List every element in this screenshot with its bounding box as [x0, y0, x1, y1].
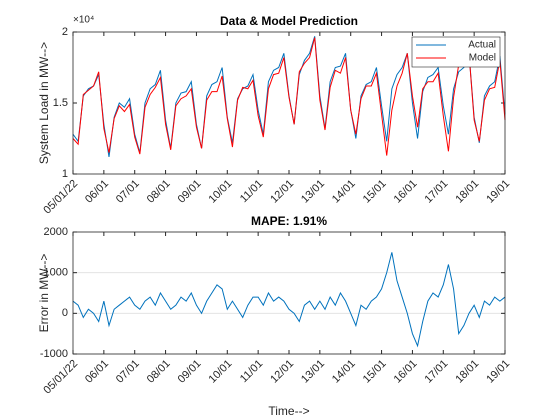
y-tick-label: 2000 [44, 226, 68, 238]
chart-title: Data & Model Prediction [220, 14, 358, 28]
y-tick-label: 1 [62, 168, 68, 180]
series-line [72, 37, 506, 156]
legend-label: Model [469, 53, 496, 64]
legend-label: Actual [468, 40, 496, 51]
y-tick-label: 2 [62, 26, 68, 38]
legend-box [411, 36, 501, 68]
axes-box [72, 231, 506, 355]
chart-title: MAPE: 1.91% [251, 214, 327, 228]
y-tick-label: 1.5 [53, 97, 68, 109]
y-multiplier: ×10⁴ [73, 15, 94, 26]
y-tick-label: -1000 [40, 348, 68, 360]
series-line [72, 252, 506, 348]
y-tick-label: 1000 [44, 267, 68, 279]
x-axis-label: Time--> [268, 404, 309, 418]
axes-box [72, 31, 506, 175]
y-axis-label: Error in MW--> [37, 254, 51, 333]
y-axis-label: System Load in MW--> [37, 42, 51, 164]
y-tick-label: 0 [62, 307, 68, 319]
